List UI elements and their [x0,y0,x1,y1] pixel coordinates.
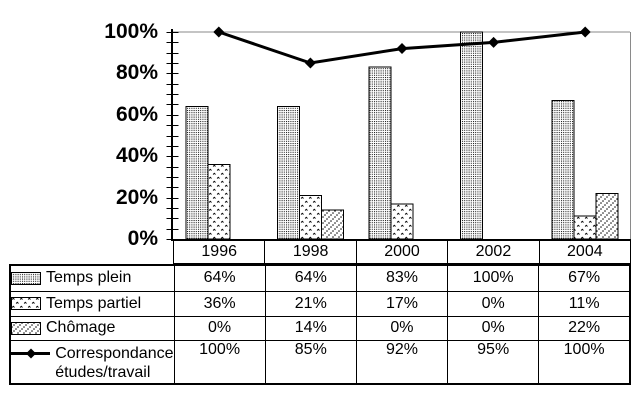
value-cell: 100% [538,339,631,385]
value-cell: 67% [538,264,631,292]
value-cell: 0% [173,315,266,341]
bar-diagonal-dots-2004 [595,193,619,240]
value-cell: 100% [173,339,266,385]
value-cell: 21% [264,290,357,317]
table-row: Correspondance études/travail 100% 85% 92% 95… [9,339,631,385]
series-label: Temps partiel [46,294,142,312]
value-cell: 92% [355,339,449,385]
legend-cell: Temps plein [9,264,175,292]
value-cell: 64% [173,264,266,292]
value-cell: 14% [264,315,357,341]
diamond-marker [304,57,316,69]
legend-diagonal-dots-swatch [11,321,41,335]
value-cell: 64% [264,264,357,292]
legend-cell: Correspondance études/travail [9,339,175,385]
value-cell: 22% [538,315,631,341]
series-label: Correspondance études/travail [55,345,174,382]
value-cell: 95% [447,339,540,385]
value-cell: 11% [538,290,631,317]
x-axis-category-label: 2002 [448,241,540,263]
y-axis-line [171,29,173,241]
table-row: Temps partiel 36% 21% 17% 0% 11% [9,290,631,317]
plot-canvas [166,26,632,241]
diamond-marker [579,26,591,38]
y-axis-label: 60% [115,102,158,126]
series-label: Chômage [46,319,116,336]
legend-line-diamond-swatch [11,348,51,359]
bar-diagonal-dots-1998 [320,209,344,240]
y-axis-label: 100% [104,20,158,43]
value-cell: 100% [447,264,540,292]
bar-dense-dots-1998 [276,106,300,240]
y-axis-label: 20% [115,185,158,209]
gridlines [173,31,632,240]
legend-diamond-specks-swatch [11,297,41,310]
diamond-marker [488,36,500,48]
diamond-marker [213,26,225,38]
value-cell: 0% [447,290,540,317]
line-series [213,26,591,69]
value-cell: 83% [355,264,449,292]
bar-diamond-specks-1998 [298,195,322,240]
bar-dense-dots-2002 [460,31,484,240]
data-table: Temps plein 64% 64% 83% 100% 67% Temps partiel… [9,264,631,385]
y-axis-label: 40% [115,144,158,168]
value-cell: 36% [173,290,266,317]
value-cell: 0% [447,315,540,341]
bar-diamond-specks-2000 [390,203,414,240]
value-cell: 85% [264,339,357,385]
value-cell: 17% [355,290,449,317]
bar-diamond-specks-1996 [207,164,231,240]
y-axis-label: 80% [115,61,158,85]
diamond-marker [396,43,408,55]
bar-series [185,31,619,240]
value-cell: 0% [355,315,449,341]
x-axis-category-label: 1998 [265,241,357,263]
y-axis [166,29,179,241]
bar-diamond-specks-2004 [573,215,597,240]
table-row: Temps plein 64% 64% 83% 100% 67% [9,264,631,292]
legend-dense-dots-swatch [11,271,41,285]
chart-area: 100% 80% 60% 40% 20% 0% [104,20,632,250]
table-row: Chômage 0% 14% 0% 0% 22% [9,315,631,341]
y-axis-label: 0% [127,227,158,250]
x-axis-category-label: 2004 [567,243,603,260]
legend-cell: Chômage [9,315,175,341]
legend-cell: Temps partiel [9,290,175,317]
series-label: Temps plein [46,269,132,287]
bar-dense-dots-2000 [368,66,392,240]
bar-dense-dots-2004 [551,99,575,240]
bar-dense-dots-1996 [185,106,209,240]
x-axis-category-row: 1996 1998 2000 2002 2004 [173,239,631,264]
x-axis-category-label: 2000 [357,241,449,263]
x-axis-category-label: 1996 [174,241,266,263]
